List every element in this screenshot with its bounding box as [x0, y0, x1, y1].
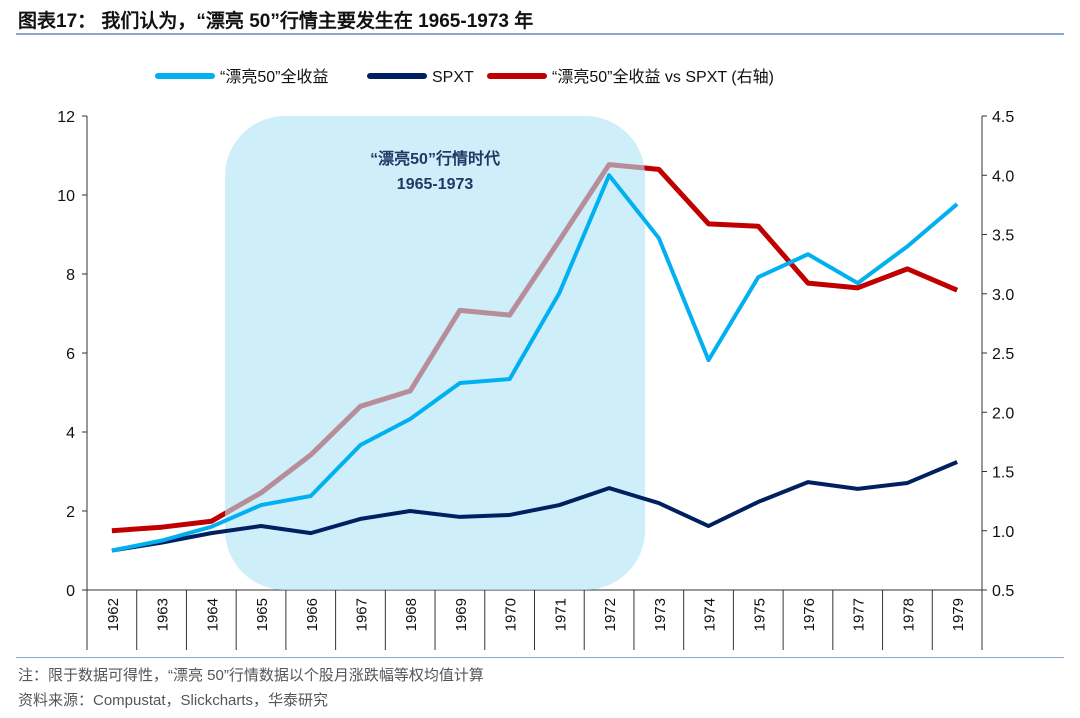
footer-divider	[16, 657, 1064, 658]
x-tick-label: 1977	[851, 598, 868, 631]
x-tick-label: 1976	[801, 598, 818, 631]
y-left-tick-label: 0	[66, 583, 75, 600]
era-annotation-years: 1965-1973	[397, 176, 474, 193]
x-tick-label: 1964	[204, 598, 221, 631]
x-tick-label: 1979	[950, 598, 967, 631]
title-divider	[16, 33, 1064, 35]
x-tick-label: 1969	[453, 598, 470, 631]
chart-source: 资料来源：Compustat，Slickcharts，华泰研究	[18, 692, 329, 709]
era-annotation-title: “漂亮50”行情时代	[370, 149, 500, 168]
y-right-tick-label: 3.0	[992, 287, 1014, 304]
line-chart: “漂亮50”全收益 SPXT “漂亮50”全收益 vs SPXT (右轴) 0 2 4 6 8…	[57, 68, 1014, 650]
series-line-nifty50	[111, 173, 959, 553]
y-left-tick-label: 10	[57, 188, 75, 205]
x-tick-label: 1978	[900, 598, 917, 631]
x-tick-label: 1975	[751, 598, 768, 631]
x-tick-label: 1965	[254, 598, 271, 631]
figure-title: 图表17： 我们认为，“漂亮 50”行情主要发生在 1965-1973 年	[18, 11, 534, 32]
x-tick-label: 1967	[353, 598, 370, 631]
legend-label: SPXT	[432, 69, 474, 86]
y-right-tick-label: 1.5	[992, 465, 1014, 482]
y-right-tick-label: 4.5	[992, 109, 1014, 126]
y-right-tick-label: 4.0	[992, 168, 1014, 185]
legend-label: “漂亮50”全收益 vs SPXT (右轴)	[552, 68, 774, 86]
x-tick-label: 1963	[155, 598, 172, 631]
y-left-tick-label: 6	[66, 346, 75, 363]
legend-label: “漂亮50”全收益	[220, 68, 328, 86]
x-tick-label: 1973	[652, 598, 669, 631]
x-tick-label: 1970	[503, 598, 520, 631]
x-tick-label: 1974	[702, 598, 719, 631]
x-tick-label: 1966	[304, 598, 321, 631]
series-line-spxt	[111, 460, 958, 553]
y-left-tick-label: 2	[66, 504, 75, 521]
y-right-tick-label: 1.0	[992, 524, 1014, 541]
y-right-tick-label: 2.0	[992, 405, 1014, 422]
y-right-tick-label: 3.5	[992, 228, 1014, 245]
y-left-tick-label: 12	[57, 109, 75, 126]
y-right-tick-label: 2.5	[992, 346, 1014, 363]
y-left-tick-label: 8	[66, 267, 75, 284]
era-highlight-box	[225, 116, 646, 590]
x-tick-label: 1971	[552, 598, 569, 631]
y-right-tick-label: 0.5	[992, 583, 1014, 600]
y-left-tick-label: 4	[66, 425, 75, 442]
chart-note: 注：限于数据可得性，“漂亮 50”行情数据以个股月涨跌幅等权均值计算	[18, 667, 484, 684]
x-tick-label: 1968	[403, 598, 420, 631]
x-tick-label: 1962	[105, 598, 122, 631]
x-tick-label: 1972	[602, 598, 619, 631]
